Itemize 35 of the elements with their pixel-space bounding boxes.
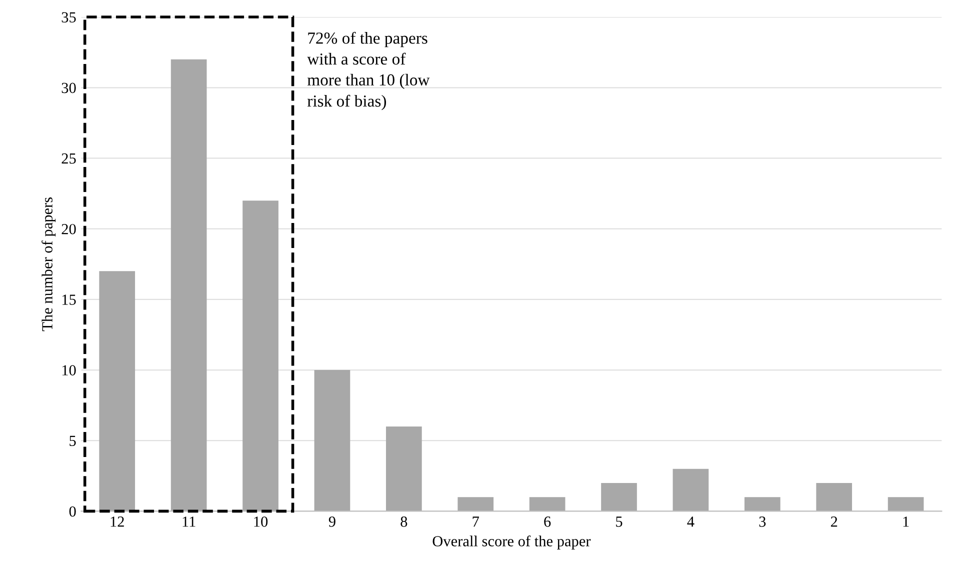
x-tick-label: 5 bbox=[616, 516, 622, 527]
x-tick-label: 9 bbox=[328, 516, 336, 527]
bar bbox=[888, 497, 924, 512]
y-tick-label: 5 bbox=[70, 436, 76, 446]
y-tick-label: 30 bbox=[62, 82, 76, 94]
bar bbox=[170, 59, 207, 512]
bar bbox=[672, 468, 709, 512]
y-axis-title: The number of papers bbox=[42, 197, 56, 332]
bar bbox=[458, 497, 494, 512]
bar bbox=[816, 482, 852, 512]
x-axis-title: Overall score of the paper bbox=[432, 535, 591, 550]
bar bbox=[601, 482, 637, 512]
x-tick-label: 12 bbox=[110, 516, 124, 527]
x-tick-label: 10 bbox=[254, 516, 268, 527]
x-tick-label: 2 bbox=[830, 516, 838, 527]
x-tick-label: 1 bbox=[903, 516, 909, 527]
x-tick-label: 7 bbox=[472, 516, 479, 527]
y-tick-label: 0 bbox=[69, 506, 76, 517]
bar bbox=[744, 497, 780, 512]
x-tick-label: 4 bbox=[687, 516, 694, 527]
bar bbox=[386, 426, 422, 512]
bar bbox=[529, 497, 566, 512]
bar bbox=[242, 200, 278, 512]
x-tick-label: 8 bbox=[400, 516, 408, 527]
y-tick-label: 10 bbox=[62, 365, 76, 376]
y-tick-label: 15 bbox=[62, 294, 76, 305]
annotation: 72% of the papers with a score of more than 10 (low risk of bias) bbox=[307, 32, 430, 110]
y-tick-label: 20 bbox=[62, 224, 76, 234]
y-tick-label: 35 bbox=[62, 12, 76, 22]
y-tick-label: 25 bbox=[62, 153, 76, 164]
x-tick-label: 3 bbox=[759, 516, 766, 527]
x-tick-label: 11 bbox=[182, 516, 196, 527]
x-tick-label: 6 bbox=[544, 516, 551, 527]
bar bbox=[99, 271, 136, 512]
bar bbox=[314, 370, 350, 512]
